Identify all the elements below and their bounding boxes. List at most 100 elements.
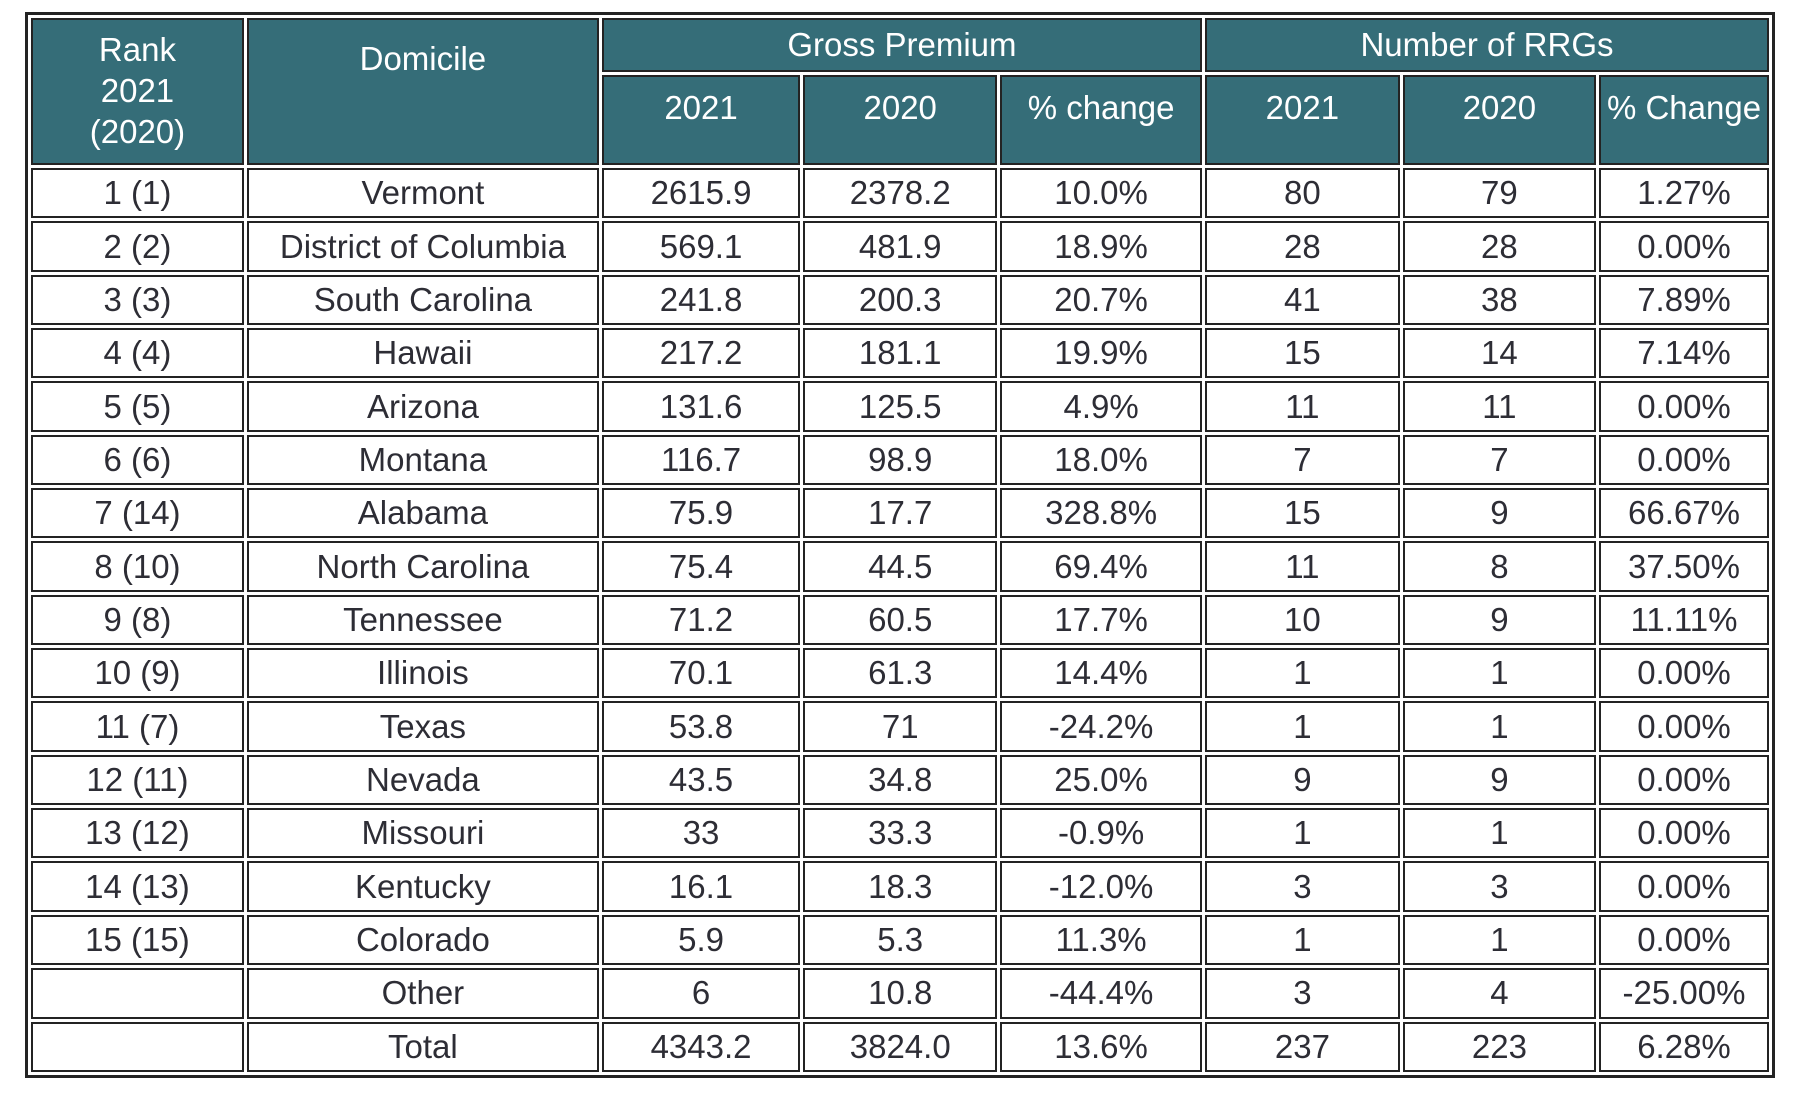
cell-gp-change: 10.0% (1000, 168, 1202, 219)
cell-gp-2021: 71.2 (601, 594, 801, 646)
table-row: Total 4343.2 3824.0 13.6% 237 223 6.28% (31, 1021, 1769, 1072)
cell-gp-change: 13.6% (1000, 1021, 1202, 1072)
cell-rrg-2021: 10 (1204, 594, 1400, 646)
cell-rrg-2020: 9 (1402, 754, 1596, 806)
cell-rrg-2021: 3 (1204, 968, 1400, 1019)
cell-rrg-change: 7.14% (1598, 328, 1769, 379)
col-header-domicile: Domicile (246, 18, 599, 165)
cell-rrg-2020: 4 (1402, 968, 1596, 1019)
cell-rrg-2020: 1 (1402, 808, 1596, 859)
cell-rank (31, 968, 244, 1019)
cell-rrg-2021: 1 (1204, 914, 1400, 966)
cell-rrg-2021: 80 (1204, 168, 1400, 219)
col-header-gp-2021: 2021 (601, 75, 801, 165)
cell-rrg-2020: 38 (1402, 274, 1596, 326)
cell-rrg-2021: 11 (1204, 541, 1400, 592)
cell-gp-change: -0.9% (1000, 808, 1202, 859)
cell-gp-2021: 131.6 (601, 381, 801, 432)
cell-domicile: Arizona (246, 381, 599, 432)
cell-gp-change: 14.4% (1000, 648, 1202, 699)
table-row: 8 (10) North Carolina 75.4 44.5 69.4% 11… (31, 541, 1769, 592)
cell-rrg-change: 66.67% (1598, 488, 1769, 539)
cell-gp-2021: 75.4 (601, 541, 801, 592)
cell-rank: 10 (9) (31, 648, 244, 699)
cell-gp-2020: 33.3 (803, 808, 998, 859)
col-header-rrg-2020: 2020 (1402, 75, 1596, 165)
cell-rrg-2021: 9 (1204, 754, 1400, 806)
cell-rrg-2020: 7 (1402, 434, 1596, 486)
cell-rank: 4 (4) (31, 328, 244, 379)
cell-rrg-2021: 7 (1204, 434, 1400, 486)
cell-rrg-2020: 8 (1402, 541, 1596, 592)
table-row: 5 (5) Arizona 131.6 125.5 4.9% 11 11 0.0… (31, 381, 1769, 432)
cell-rank: 9 (8) (31, 594, 244, 646)
cell-gp-2020: 44.5 (803, 541, 998, 592)
cell-gp-2020: 5.3 (803, 914, 998, 966)
cell-gp-2021: 75.9 (601, 488, 801, 539)
cell-gp-2020: 125.5 (803, 381, 998, 432)
table-row: 6 (6) Montana 116.7 98.9 18.0% 7 7 0.00% (31, 434, 1769, 486)
cell-domicile: Vermont (246, 168, 599, 219)
cell-domicile: Nevada (246, 754, 599, 806)
cell-gp-2020: 61.3 (803, 648, 998, 699)
cell-gp-2021: 4343.2 (601, 1021, 801, 1072)
cell-rrg-2020: 1 (1402, 648, 1596, 699)
cell-rrg-2020: 11 (1402, 381, 1596, 432)
col-header-rrg-2021: 2021 (1204, 75, 1400, 165)
cell-gp-2021: 6 (601, 968, 801, 1019)
cell-rrg-2020: 79 (1402, 168, 1596, 219)
cell-gp-2020: 71 (803, 701, 998, 752)
cell-rrg-2021: 1 (1204, 648, 1400, 699)
cell-rrg-2021: 1 (1204, 701, 1400, 752)
table-row: 13 (12) Missouri 33 33.3 -0.9% 1 1 0.00% (31, 808, 1769, 859)
cell-domicile: Alabama (246, 488, 599, 539)
cell-rrg-2021: 11 (1204, 381, 1400, 432)
cell-gp-2021: 217.2 (601, 328, 801, 379)
cell-gp-change: 69.4% (1000, 541, 1202, 592)
cell-gp-2020: 481.9 (803, 221, 998, 272)
cell-rrg-change: 0.00% (1598, 381, 1769, 432)
cell-rrg-change: -25.00% (1598, 968, 1769, 1019)
cell-domicile: District of Columbia (246, 221, 599, 272)
cell-rrg-2021: 28 (1204, 221, 1400, 272)
cell-gp-change: 18.9% (1000, 221, 1202, 272)
cell-rrg-change: 0.00% (1598, 808, 1769, 859)
cell-gp-change: 25.0% (1000, 754, 1202, 806)
cell-domicile: Texas (246, 701, 599, 752)
cell-rank: 11 (7) (31, 701, 244, 752)
cell-gp-2021: 5.9 (601, 914, 801, 966)
table-row: 7 (14) Alabama 75.9 17.7 328.8% 15 9 66.… (31, 488, 1769, 539)
header-group-row: Rank 2021 (2020) Domicile Gross Premium … (31, 18, 1769, 165)
cell-gp-change: 11.3% (1000, 914, 1202, 966)
cell-gp-2020: 98.9 (803, 434, 998, 486)
cell-gp-2021: 2615.9 (601, 168, 801, 219)
cell-rank: 7 (14) (31, 488, 244, 539)
cell-rrg-2020: 9 (1402, 488, 1596, 539)
cell-rrg-change: 7.89% (1598, 274, 1769, 326)
cell-gp-change: 20.7% (1000, 274, 1202, 326)
cell-domicile: Other (246, 968, 599, 1019)
table-row: 3 (3) South Carolina 241.8 200.3 20.7% 4… (31, 274, 1769, 326)
cell-rrg-2021: 15 (1204, 488, 1400, 539)
cell-gp-2021: 70.1 (601, 648, 801, 699)
cell-domicile: Hawaii (246, 328, 599, 379)
table-row: 11 (7) Texas 53.8 71 -24.2% 1 1 0.00% (31, 701, 1769, 752)
cell-rrg-2020: 9 (1402, 594, 1596, 646)
cell-gp-2021: 241.8 (601, 274, 801, 326)
cell-gp-2020: 34.8 (803, 754, 998, 806)
table-row: 12 (11) Nevada 43.5 34.8 25.0% 9 9 0.00% (31, 754, 1769, 806)
cell-gp-change: 4.9% (1000, 381, 1202, 432)
cell-domicile: South Carolina (246, 274, 599, 326)
cell-domicile: Illinois (246, 648, 599, 699)
cell-rrg-change: 37.50% (1598, 541, 1769, 592)
cell-domicile: Colorado (246, 914, 599, 966)
cell-gp-2021: 53.8 (601, 701, 801, 752)
cell-gp-2021: 569.1 (601, 221, 801, 272)
cell-gp-change: 328.8% (1000, 488, 1202, 539)
cell-rank: 12 (11) (31, 754, 244, 806)
rrg-premium-table: Rank 2021 (2020) Domicile Gross Premium … (25, 12, 1775, 1078)
cell-rrg-2020: 3 (1402, 861, 1596, 912)
cell-rank: 8 (10) (31, 541, 244, 592)
cell-rrg-2020: 28 (1402, 221, 1596, 272)
cell-rrg-change: 6.28% (1598, 1021, 1769, 1072)
